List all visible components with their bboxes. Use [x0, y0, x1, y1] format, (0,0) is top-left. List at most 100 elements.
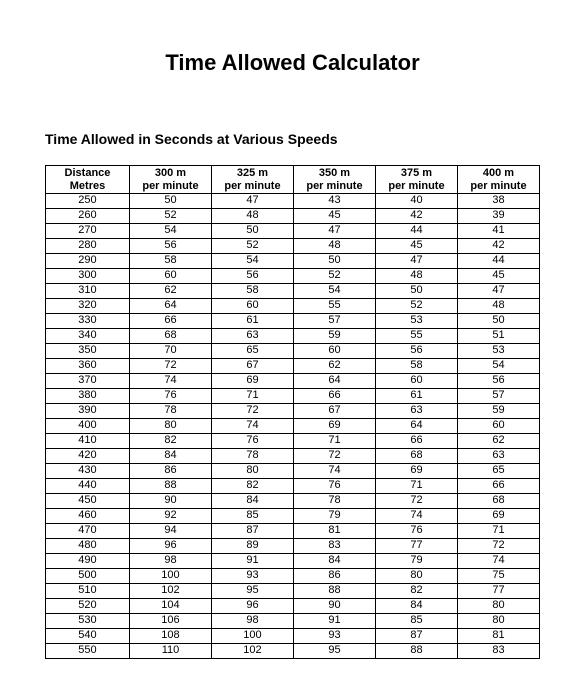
cell-time: 54: [293, 284, 375, 299]
cell-time: 44: [375, 224, 457, 239]
cell-time: 42: [375, 209, 457, 224]
cell-time: 68: [375, 449, 457, 464]
cell-time: 56: [129, 239, 211, 254]
cell-time: 77: [457, 584, 539, 599]
cell-time: 40: [375, 194, 457, 209]
cell-time: 71: [375, 479, 457, 494]
cell-time: 74: [129, 374, 211, 389]
cell-time: 80: [457, 614, 539, 629]
cell-distance: 550: [46, 644, 130, 659]
cell-time: 61: [375, 389, 457, 404]
cell-time: 60: [375, 374, 457, 389]
cell-distance: 530: [46, 614, 130, 629]
cell-time: 76: [129, 389, 211, 404]
cell-time: 77: [375, 539, 457, 554]
cell-time: 54: [211, 254, 293, 269]
cell-distance: 250: [46, 194, 130, 209]
cell-time: 70: [129, 344, 211, 359]
table-row: 4809689837772: [46, 539, 540, 554]
table-row: 3907872676359: [46, 404, 540, 419]
cell-time: 84: [129, 449, 211, 464]
col-header-speed: 375 mper minute: [375, 166, 457, 194]
cell-time: 94: [129, 524, 211, 539]
cell-time: 84: [293, 554, 375, 569]
cell-time: 48: [375, 269, 457, 284]
cell-time: 57: [457, 389, 539, 404]
cell-time: 52: [375, 299, 457, 314]
page-subtitle: Time Allowed in Seconds at Various Speed…: [45, 131, 540, 147]
cell-time: 60: [457, 419, 539, 434]
table-header-row: DistanceMetres300 mper minute325 mper mi…: [46, 166, 540, 194]
col-header-speed: 300 mper minute: [129, 166, 211, 194]
cell-time: 58: [129, 254, 211, 269]
table-row: 51010295888277: [46, 584, 540, 599]
table-row: 4909891847974: [46, 554, 540, 569]
cell-time: 95: [293, 644, 375, 659]
table-row: 3607267625854: [46, 359, 540, 374]
cell-time: 65: [457, 464, 539, 479]
cell-time: 72: [375, 494, 457, 509]
cell-time: 48: [211, 209, 293, 224]
col-header-speed: 325 mper minute: [211, 166, 293, 194]
cell-time: 60: [293, 344, 375, 359]
col-header-speed: 400 mper minute: [457, 166, 539, 194]
cell-time: 82: [375, 584, 457, 599]
table-row: 4308680746965: [46, 464, 540, 479]
table-row: 3406863595551: [46, 329, 540, 344]
cell-time: 59: [293, 329, 375, 344]
cell-time: 80: [129, 419, 211, 434]
cell-time: 62: [293, 359, 375, 374]
cell-time: 47: [457, 284, 539, 299]
cell-time: 47: [293, 224, 375, 239]
cell-time: 61: [211, 314, 293, 329]
cell-time: 82: [129, 434, 211, 449]
cell-time: 53: [457, 344, 539, 359]
cell-time: 88: [375, 644, 457, 659]
cell-time: 45: [375, 239, 457, 254]
cell-distance: 280: [46, 239, 130, 254]
cell-time: 104: [129, 599, 211, 614]
cell-time: 71: [211, 389, 293, 404]
cell-distance: 340: [46, 329, 130, 344]
cell-time: 56: [375, 344, 457, 359]
cell-time: 48: [293, 239, 375, 254]
cell-time: 63: [375, 404, 457, 419]
cell-time: 41: [457, 224, 539, 239]
cell-distance: 260: [46, 209, 130, 224]
page-container: Time Allowed Calculator Time Allowed in …: [0, 0, 585, 679]
table-row: 3306661575350: [46, 314, 540, 329]
cell-time: 85: [375, 614, 457, 629]
cell-distance: 330: [46, 314, 130, 329]
cell-time: 74: [293, 464, 375, 479]
cell-time: 92: [129, 509, 211, 524]
cell-time: 50: [375, 284, 457, 299]
cell-time: 80: [211, 464, 293, 479]
cell-time: 56: [457, 374, 539, 389]
cell-time: 42: [457, 239, 539, 254]
cell-time: 47: [211, 194, 293, 209]
cell-distance: 310: [46, 284, 130, 299]
cell-time: 63: [211, 329, 293, 344]
cell-time: 67: [211, 359, 293, 374]
table-row: 3807671666157: [46, 389, 540, 404]
table-row: 2505047434038: [46, 194, 540, 209]
cell-time: 53: [375, 314, 457, 329]
cell-time: 110: [129, 644, 211, 659]
table-row: 3106258545047: [46, 284, 540, 299]
cell-time: 82: [211, 479, 293, 494]
cell-time: 43: [293, 194, 375, 209]
cell-distance: 460: [46, 509, 130, 524]
cell-distance: 430: [46, 464, 130, 479]
cell-distance: 470: [46, 524, 130, 539]
cell-time: 52: [211, 239, 293, 254]
cell-time: 93: [211, 569, 293, 584]
cell-time: 72: [293, 449, 375, 464]
cell-distance: 500: [46, 569, 130, 584]
cell-distance: 400: [46, 419, 130, 434]
cell-time: 62: [457, 434, 539, 449]
cell-time: 91: [211, 554, 293, 569]
time-allowed-table: DistanceMetres300 mper minute325 mper mi…: [45, 165, 540, 659]
cell-time: 60: [211, 299, 293, 314]
cell-time: 83: [293, 539, 375, 554]
cell-time: 90: [129, 494, 211, 509]
